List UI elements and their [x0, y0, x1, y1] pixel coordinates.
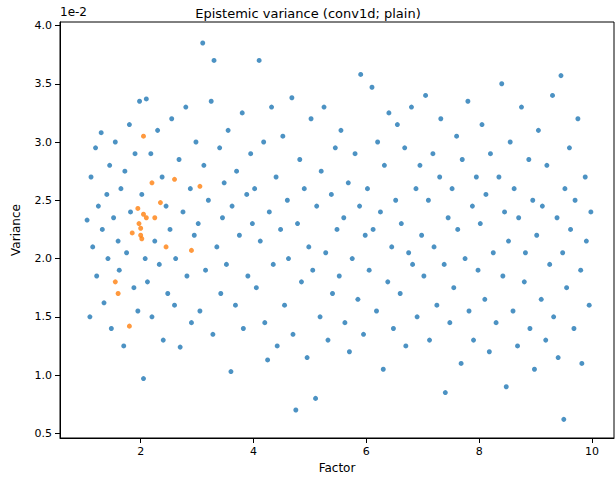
svg-text:1.5: 1.5 — [35, 310, 53, 323]
svg-text:1.0: 1.0 — [35, 369, 53, 382]
svg-text:2.5: 2.5 — [35, 194, 53, 207]
svg-text:3.0: 3.0 — [35, 136, 53, 149]
svg-text:2.0: 2.0 — [35, 252, 53, 265]
svg-text:Epistemic variance (conv1d; pl: Epistemic variance (conv1d; plain) — [195, 6, 421, 21]
svg-text:8: 8 — [476, 445, 483, 458]
svg-text:4: 4 — [250, 445, 257, 458]
svg-text:Variance: Variance — [9, 204, 23, 256]
svg-text:3.5: 3.5 — [35, 77, 53, 90]
svg-text:1e-2: 1e-2 — [60, 5, 87, 19]
svg-text:10: 10 — [585, 445, 599, 458]
svg-text:4.0: 4.0 — [35, 19, 53, 32]
svg-text:2: 2 — [137, 445, 144, 458]
svg-text:Factor: Factor — [319, 461, 356, 475]
svg-text:6: 6 — [363, 445, 370, 458]
svg-text:0.5: 0.5 — [35, 427, 53, 440]
